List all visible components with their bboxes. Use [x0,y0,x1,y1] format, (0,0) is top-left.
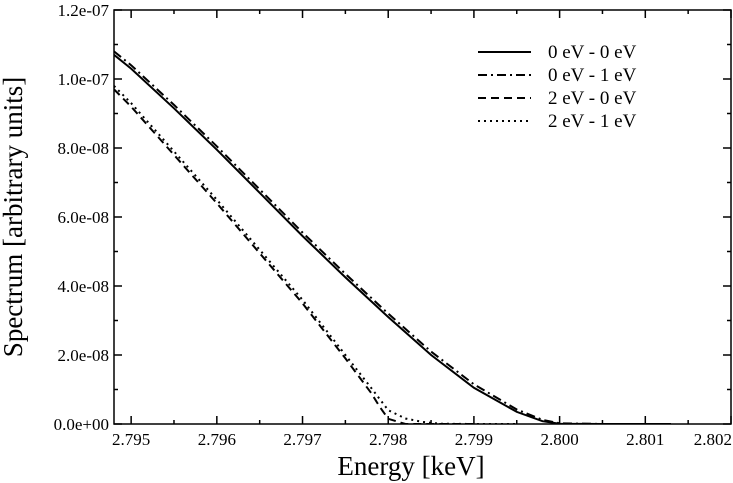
y-tick-label: 1.2e-07 [58,1,110,20]
x-axis-title: Energy [keV] [337,451,484,481]
y-axis-title: Spectrum [arbitrary units] [0,77,28,357]
series-line-1 [114,54,671,424]
legend-label-3: 2 eV - 0 eV [548,88,637,109]
series-line-3 [114,88,474,424]
x-tick-label: 2.799 [455,430,493,449]
axis-ticks: 2.795 2.796 2.797 2.798 2.799 2.800 2.801 2.802… [54,1,732,449]
plot-frame [113,9,732,425]
x-tick-label: 2.801 [626,430,664,449]
y-tick-label: 6.0e-08 [58,208,109,227]
y-tick-label: 2.0e-08 [58,346,109,365]
y-tick-label: 1.0e-07 [58,70,110,89]
legend-label-4: 2 eV - 1 eV [548,111,637,132]
legend-label-1: 0 eV - 0 eV [548,42,637,63]
x-tick-label: 2.795 [112,430,150,449]
x-tick-label: 2.797 [283,430,322,449]
legend: 0 eV - 0 eV0 eV - 1 eV2 eV - 0 eV2 eV - … [478,42,637,132]
legend-label-2: 0 eV - 1 eV [548,65,637,86]
series-line-2 [114,50,671,424]
y-tick-label: 8.0e-08 [58,139,109,158]
x-tick-label: 2.802 [694,430,732,449]
y-tick-label: 0.0e+00 [54,415,109,434]
x-tick-label: 2.798 [369,430,407,449]
y-tick-label: 4.0e-08 [58,277,109,296]
x-tick-label: 2.796 [198,430,236,449]
x-tick-label: 2.800 [540,430,578,449]
